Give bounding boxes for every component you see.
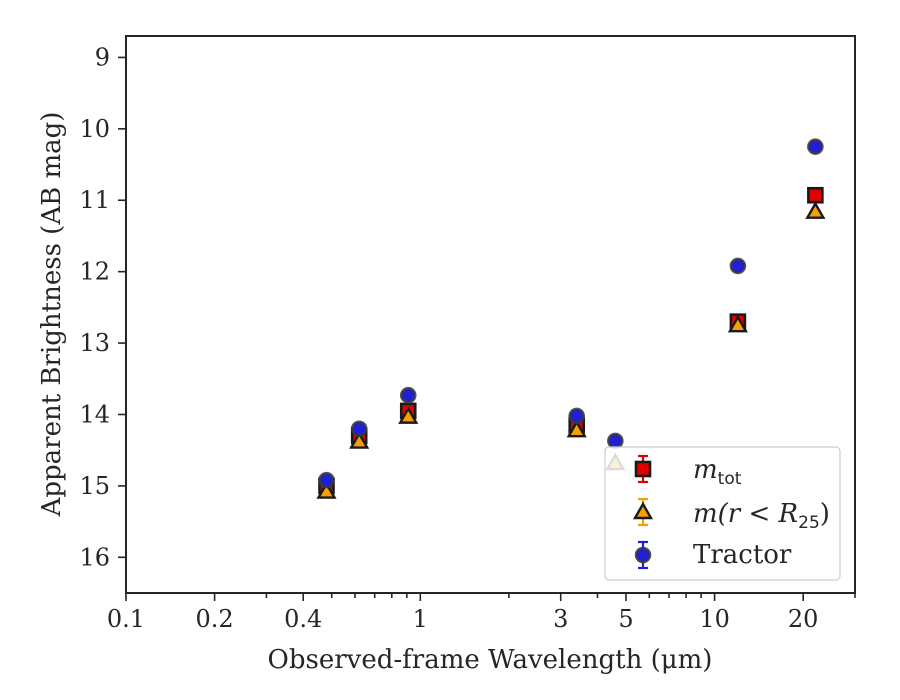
x-tick-label: 0.4 [284,605,322,633]
y-tick-label: 16 [79,543,110,571]
x-tick-label: 3 [553,605,568,633]
data-point [807,186,824,204]
legend-marker [632,501,654,520]
data-point [805,201,826,219]
data-point [727,314,748,333]
y-tick-label: 12 [79,258,110,286]
data-point [399,386,417,404]
legend-box [604,446,841,581]
legend-label-tractor: Tractor [693,540,792,570]
legend-label-mtot: mtot [693,455,742,489]
x-tick-label: 1 [413,605,428,633]
data-point [350,420,368,438]
data-point [729,257,747,275]
legend-marker [634,546,652,564]
y-tick-label: 15 [79,472,110,500]
data-marks [316,138,826,499]
data-point [398,406,419,424]
data-point [318,471,335,489]
series-circle [318,138,824,489]
y-tick-label: 10 [79,115,110,143]
legend-markers [632,454,654,570]
x-tick-label: 20 [788,605,819,633]
data-point [316,481,337,499]
y-tick-label: 9 [95,43,110,71]
x-tick-label: 10 [699,605,730,633]
y-tick-label: 14 [79,400,110,428]
data-point [807,138,824,155]
x-tick-label: 5 [618,605,633,633]
plot-frame [125,35,856,594]
data-point [566,419,587,438]
y-axis-label: Apparent Brightness (AB mag) [37,112,67,518]
y-tick-label: 13 [79,329,110,357]
y-tick-label: 11 [79,186,110,214]
x-axis-label: Observed-frame Wavelength (μm) [268,645,713,675]
legend-marker [634,460,652,478]
data-point [568,407,586,425]
data-point [607,432,624,450]
x-tick-label: 0.2 [196,605,234,633]
data-point [349,431,370,449]
legend-label-mr25: m(r < R25) [693,499,830,533]
legend: mtot m(r < R25) Tractor [604,446,841,581]
x-tick-label: 0.1 [107,605,145,633]
